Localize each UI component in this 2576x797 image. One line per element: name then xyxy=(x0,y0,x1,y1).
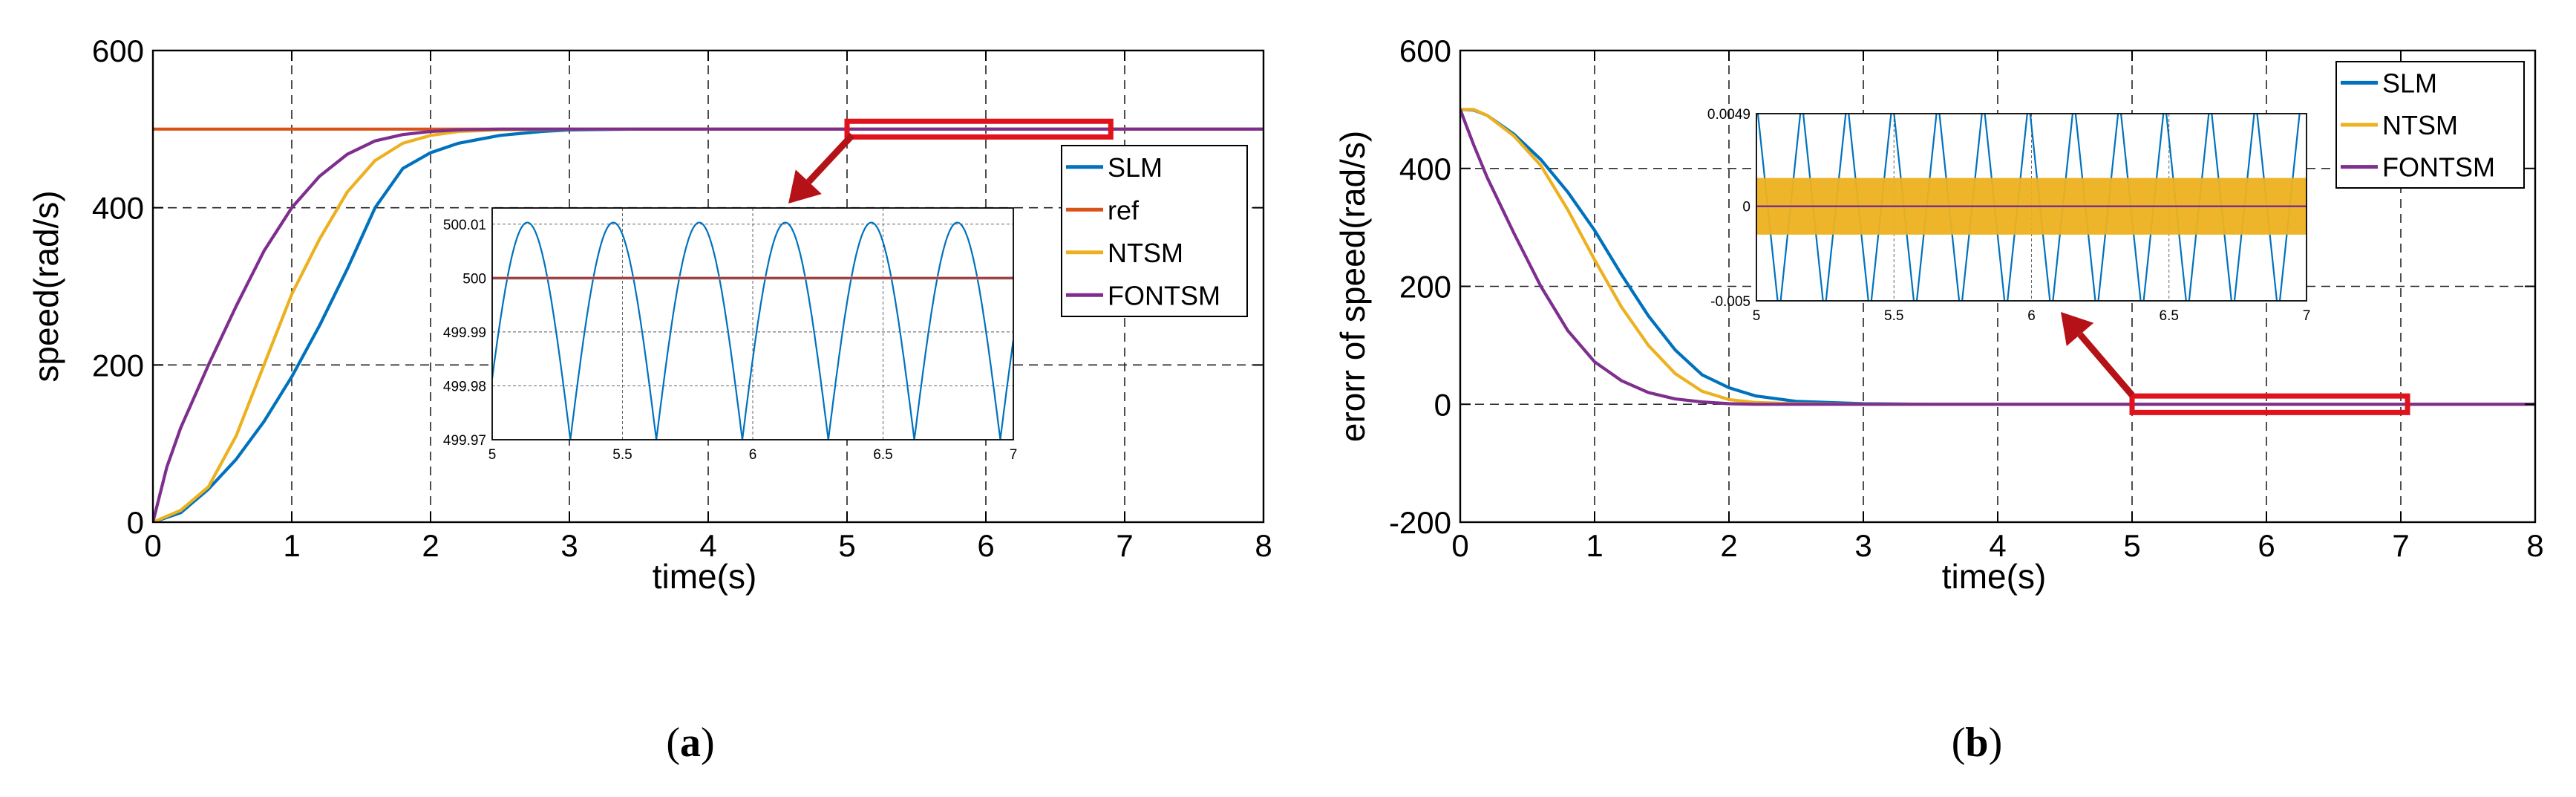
x-axis-label: time(s) xyxy=(653,557,757,596)
inset-x-tick-label: 5.5 xyxy=(612,447,632,463)
caption-b-open: ( xyxy=(1952,720,1966,766)
series-line-fontsm xyxy=(153,127,1264,522)
legend-label-ntsm: NTSM xyxy=(2382,110,2458,140)
inset-x-tick-label: 7 xyxy=(2303,308,2311,324)
x-tick-label: 8 xyxy=(1255,528,1272,563)
y-tick-label: 0 xyxy=(127,505,144,540)
x-tick-label: 0 xyxy=(1451,528,1468,563)
x-tick-label: 7 xyxy=(2392,528,2409,563)
legend-label-slm: SLM xyxy=(1108,152,1163,183)
x-tick-label: 1 xyxy=(1586,528,1603,563)
caption-b-letter: b xyxy=(1965,720,1988,766)
x-tick-label: 0 xyxy=(144,528,161,563)
zoom-arrow xyxy=(2077,332,2135,397)
highlight-box xyxy=(2129,393,2410,415)
highlight-box xyxy=(844,118,1114,140)
x-tick-label: 7 xyxy=(1116,528,1133,563)
x-axis-label: time(s) xyxy=(1942,557,2047,596)
inset-series-group xyxy=(492,221,1013,440)
x-tick-label: 5 xyxy=(2123,528,2140,563)
x-tick-label: 2 xyxy=(1720,528,1737,563)
inset-y-tick-label: 499.99 xyxy=(443,325,486,341)
inset-y-tick-label: -0.005 xyxy=(1710,294,1750,310)
y-tick-label: 600 xyxy=(1399,33,1451,68)
y-tick-label: 0 xyxy=(1434,387,1451,422)
y-axis-label: erorr of speed(rad/s) xyxy=(1333,131,1372,442)
x-tick-label: 5 xyxy=(838,528,855,563)
legend-label-ref: ref xyxy=(1108,195,1140,225)
zoom-arrow-head xyxy=(788,169,822,204)
legend-label-fontsm: FONTSM xyxy=(2382,152,2495,183)
y-tick-label: 400 xyxy=(1399,152,1451,186)
inset-x-tick-label: 6 xyxy=(2027,308,2036,324)
x-tick-label: 1 xyxy=(283,528,300,563)
inset-x-tick-label: 5 xyxy=(488,447,497,463)
caption-b: (b) xyxy=(1952,720,2002,766)
inset-frame xyxy=(491,207,1014,440)
inset-y-tick-label: 0.0049 xyxy=(1707,107,1750,123)
inset-x-tick-label: 7 xyxy=(1010,447,1018,463)
inset-y-tick-label: 499.98 xyxy=(443,379,486,394)
series-group xyxy=(1460,108,2535,406)
zoom-arrow-head xyxy=(2061,312,2094,346)
x-tick-label: 6 xyxy=(2258,528,2275,563)
y-tick-label: 600 xyxy=(92,33,144,68)
x-tick-label: 8 xyxy=(2526,528,2543,563)
inset-x-tick-label: 5 xyxy=(1753,308,1761,324)
inset-x-tick-label: 6.5 xyxy=(2160,308,2179,324)
x-tick-label: 2 xyxy=(422,528,439,563)
x-tick-label: 4 xyxy=(1989,528,2006,563)
inset-y-tick-label: 500 xyxy=(462,271,486,287)
inset-x-tick-label: 5.5 xyxy=(1884,308,1903,324)
caption-a: (a) xyxy=(666,720,714,766)
caption-a-letter: a xyxy=(680,720,701,766)
x-tick-label: 4 xyxy=(699,528,716,563)
y-tick-label: 400 xyxy=(92,191,144,226)
series-line-fontsm xyxy=(1460,108,2535,406)
y-tick-label: 200 xyxy=(1399,270,1451,305)
caption-b-close: ) xyxy=(1989,720,2003,766)
caption-a-open: ( xyxy=(666,720,680,766)
legend-label-slm: SLM xyxy=(2382,68,2437,98)
inset-series-slm xyxy=(492,221,1013,440)
caption-a-close: ) xyxy=(701,720,715,766)
inset-chart: 5 5.5 6 6.5 7 0.0049 0 -0.005 xyxy=(1707,107,2311,324)
legend-label-ntsm: NTSM xyxy=(1108,238,1183,268)
y-axis-label: speed(rad/s) xyxy=(27,190,65,382)
y-tick-label: -200 xyxy=(1389,505,1451,540)
inset-frame xyxy=(1756,113,2307,302)
x-tick-label: 3 xyxy=(560,528,578,563)
inset-y-tick-label: 0 xyxy=(1742,200,1750,215)
y-tick-label: 200 xyxy=(92,348,144,383)
inset-chart: 5 5.5 6 6.5 7 500.01 500 499.99 499.98 499.97 xyxy=(443,207,1018,463)
inset-y-tick-label: 499.97 xyxy=(443,433,486,449)
legend-box xyxy=(1061,145,1248,317)
inset-x-tick-label: 6.5 xyxy=(873,447,892,463)
inset-series-group xyxy=(1756,114,2307,301)
x-tick-label: 6 xyxy=(977,528,994,563)
inset-y-tick-label: 500.01 xyxy=(443,218,486,233)
x-tick-label: 3 xyxy=(1854,528,1871,563)
zoom-arrow xyxy=(806,132,855,184)
inset-x-tick-label: 6 xyxy=(749,447,757,463)
legend-label-fontsm: FONTSM xyxy=(1108,280,1220,310)
